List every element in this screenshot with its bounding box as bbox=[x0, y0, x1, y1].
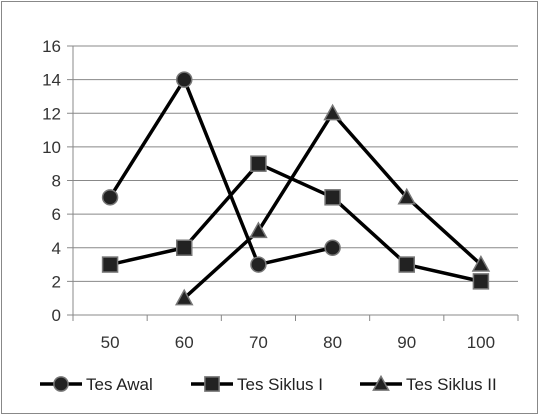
axes bbox=[67, 45, 519, 321]
x-tick-labels: 50 60 70 80 90 100 bbox=[101, 333, 495, 352]
legend-marker bbox=[53, 376, 69, 392]
data-point bbox=[174, 288, 194, 306]
data-point bbox=[324, 189, 341, 206]
data-point bbox=[176, 239, 193, 256]
data-point bbox=[250, 155, 267, 172]
y-tick-label: 14 bbox=[42, 71, 61, 90]
x-tick-label: 50 bbox=[101, 333, 120, 352]
y-tick-label: 6 bbox=[52, 205, 61, 224]
data-point bbox=[250, 256, 267, 273]
data-point bbox=[324, 239, 341, 256]
data-point bbox=[176, 71, 193, 88]
legend-item: Tes Siklus I bbox=[191, 375, 323, 394]
series-line bbox=[108, 77, 333, 267]
y-tick-label: 0 bbox=[52, 306, 61, 325]
y-tick-label: 12 bbox=[42, 104, 61, 123]
x-tick-label: 60 bbox=[175, 333, 194, 352]
data-point bbox=[398, 256, 415, 273]
data-point bbox=[472, 273, 490, 290]
data-point bbox=[397, 187, 417, 205]
series-tes-awal bbox=[101, 71, 341, 273]
legend-item: Tes Awal bbox=[40, 375, 153, 394]
gridlines bbox=[73, 45, 518, 282]
legend-marker bbox=[372, 374, 390, 391]
y-tick-label: 10 bbox=[42, 138, 61, 157]
x-tick-label: 70 bbox=[249, 333, 268, 352]
data-point bbox=[323, 103, 342, 121]
x-tick-label: 90 bbox=[397, 333, 416, 352]
data-point bbox=[101, 189, 119, 206]
y-tick-label: 4 bbox=[52, 239, 61, 258]
legend-label: Tes Siklus I bbox=[237, 375, 323, 394]
series-line bbox=[109, 161, 482, 284]
data-point bbox=[249, 221, 268, 239]
data-point bbox=[471, 255, 491, 272]
y-tick-label: 2 bbox=[52, 272, 61, 291]
legend-marker bbox=[204, 376, 220, 392]
y-tick-label: 16 bbox=[42, 37, 61, 56]
y-tick-label: 8 bbox=[52, 172, 61, 191]
legend-label: Tes Siklus II bbox=[406, 375, 497, 394]
x-tick-label: 80 bbox=[323, 333, 342, 352]
legend-label: Tes Awal bbox=[86, 375, 153, 394]
series-group bbox=[101, 71, 491, 306]
y-tick-labels: 0 2 4 6 8 10 12 14 16 bbox=[42, 37, 61, 325]
legend-item: Tes Siklus II bbox=[360, 374, 497, 394]
series-tes-siklus-ii bbox=[174, 103, 491, 306]
series-tes-siklus-i bbox=[101, 155, 490, 290]
legend: Tes Awal Tes Siklus I Tes Siklus II bbox=[40, 374, 497, 394]
data-point bbox=[101, 256, 119, 273]
x-tick-label: 100 bbox=[467, 333, 495, 352]
